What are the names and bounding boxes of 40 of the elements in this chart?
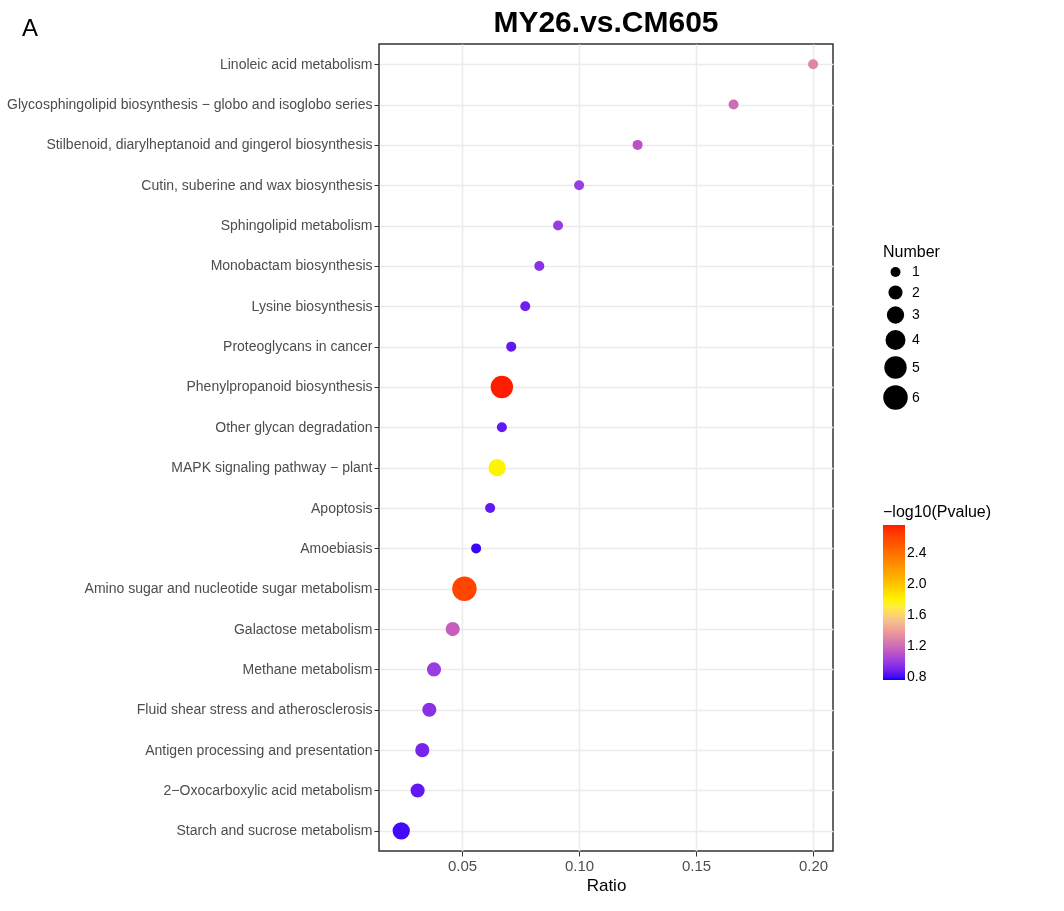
color-bar-title: −log10(Pvalue) xyxy=(883,503,992,520)
color-bar-label: 2.4 xyxy=(907,543,927,560)
chart-title: MY26.vs.CM605 xyxy=(493,5,719,38)
y-tick-label: Amino sugar and nucleotide sugar metabolism xyxy=(84,580,373,597)
x-axis-title: Ratio xyxy=(586,875,627,895)
color-bar-label: 1.2 xyxy=(907,636,927,653)
y-tick-label: Phenylpropanoid biosynthesis xyxy=(186,378,373,395)
y-tick-label: Glycosphingolipid biosynthesis − globo and isoglobo series xyxy=(7,96,373,113)
y-tick-label: Galactose metabolism xyxy=(233,620,373,637)
y-tick-label: Starch and sucrose metabolism xyxy=(176,822,373,839)
y-tick-label: Other glycan degradation xyxy=(215,418,373,435)
y-tick-label: Apoptosis xyxy=(311,499,373,516)
y-tick-label: Amoebiasis xyxy=(300,539,373,556)
y-tick-label: MAPK signaling pathway − plant xyxy=(171,459,373,476)
y-tick-label: Stilbenoid, diarylheptanoid and gingerol biosynthesis xyxy=(46,136,373,153)
color-bar-label: 1.6 xyxy=(907,605,927,622)
legend-label: 3 xyxy=(912,306,920,322)
y-tick-label: Linoleic acid metabolism xyxy=(219,55,373,72)
y-tick-label: Proteoglycans in cancer xyxy=(223,338,373,355)
legend-label: 5 xyxy=(912,358,920,375)
x-tick-label: 0.05 xyxy=(447,856,478,874)
y-tick-label: Cutin, suberine and wax biosynthesis xyxy=(141,176,373,193)
text: A xyxy=(22,14,39,42)
legend-label: 6 xyxy=(912,388,920,405)
y-tick-label: Lysine biosynthesis xyxy=(251,297,373,314)
x-tick-label: 0.15 xyxy=(682,856,712,874)
legend-label: 2 xyxy=(912,283,920,300)
x-tick-label: 0.10 xyxy=(564,856,595,874)
x-tick-label: 0.20 xyxy=(799,856,829,874)
y-tick-label: Monobactam biosynthesis xyxy=(210,257,373,274)
y-tick-label: 2−Oxocarboxylic acid metabolism xyxy=(163,781,373,798)
legend-title: Number xyxy=(883,243,941,260)
legend-label: 4 xyxy=(912,331,920,347)
y-tick-label: Fluid shear stress and atherosclerosis xyxy=(136,701,373,718)
color-bar-label: 0.8 xyxy=(907,667,927,684)
y-tick-label: Sphingolipid metabolism xyxy=(220,217,373,234)
legend-label: 1 xyxy=(912,263,920,279)
color-bar-label: 2.0 xyxy=(907,574,927,591)
y-tick-label: Antigen processing and presentation xyxy=(145,741,373,758)
y-tick-label: Methane metabolism xyxy=(242,660,373,677)
